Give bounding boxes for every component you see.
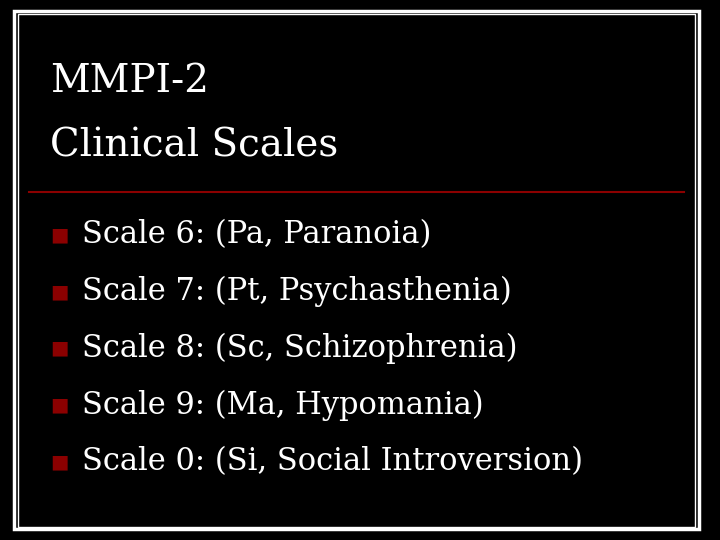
Text: ■: ■ — [50, 282, 68, 301]
Text: Clinical Scales: Clinical Scales — [50, 127, 338, 164]
Text: Scale 7: (Pt, Psychasthenia): Scale 7: (Pt, Psychasthenia) — [82, 276, 512, 307]
Text: Scale 9: (Ma, Hypomania): Scale 9: (Ma, Hypomania) — [82, 389, 484, 421]
Text: ■: ■ — [50, 339, 68, 358]
Text: Scale 0: (Si, Social Introversion): Scale 0: (Si, Social Introversion) — [82, 446, 583, 477]
Text: ■: ■ — [50, 225, 68, 245]
Text: MMPI-2: MMPI-2 — [50, 63, 209, 99]
Text: Scale 8: (Sc, Schizophrenia): Scale 8: (Sc, Schizophrenia) — [82, 333, 518, 364]
Text: ■: ■ — [50, 395, 68, 415]
Text: ■: ■ — [50, 452, 68, 471]
Text: Scale 6: (Pa, Paranoia): Scale 6: (Pa, Paranoia) — [82, 219, 431, 251]
